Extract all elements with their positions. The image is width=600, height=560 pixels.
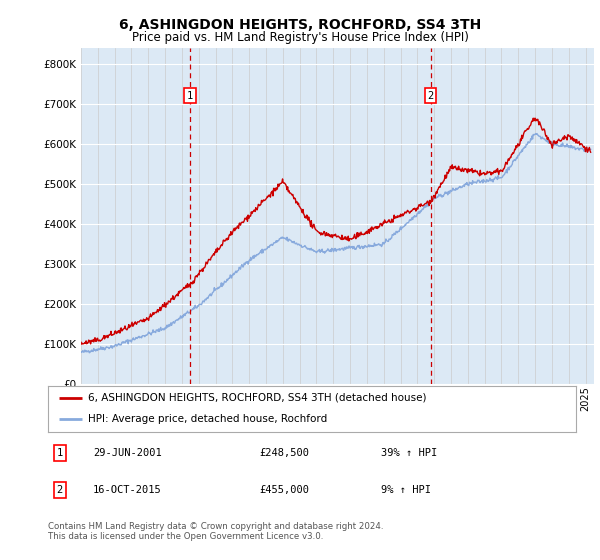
Text: 6, ASHINGDON HEIGHTS, ROCHFORD, SS4 3TH: 6, ASHINGDON HEIGHTS, ROCHFORD, SS4 3TH xyxy=(119,18,481,32)
Text: 39% ↑ HPI: 39% ↑ HPI xyxy=(380,449,437,458)
Text: 1: 1 xyxy=(56,449,63,458)
Text: 29-JUN-2001: 29-JUN-2001 xyxy=(93,449,161,458)
Text: £248,500: £248,500 xyxy=(259,449,309,458)
Text: 6, ASHINGDON HEIGHTS, ROCHFORD, SS4 3TH (detached house): 6, ASHINGDON HEIGHTS, ROCHFORD, SS4 3TH … xyxy=(88,393,426,403)
Text: 9% ↑ HPI: 9% ↑ HPI xyxy=(380,485,431,495)
Text: HPI: Average price, detached house, Rochford: HPI: Average price, detached house, Roch… xyxy=(88,414,327,424)
Text: 1: 1 xyxy=(187,91,193,101)
Text: 16-OCT-2015: 16-OCT-2015 xyxy=(93,485,161,495)
Text: Contains HM Land Registry data © Crown copyright and database right 2024.
This d: Contains HM Land Registry data © Crown c… xyxy=(48,522,383,542)
Text: Price paid vs. HM Land Registry's House Price Index (HPI): Price paid vs. HM Land Registry's House … xyxy=(131,31,469,44)
Text: 2: 2 xyxy=(428,91,434,101)
Text: 2: 2 xyxy=(56,485,63,495)
Text: £455,000: £455,000 xyxy=(259,485,309,495)
